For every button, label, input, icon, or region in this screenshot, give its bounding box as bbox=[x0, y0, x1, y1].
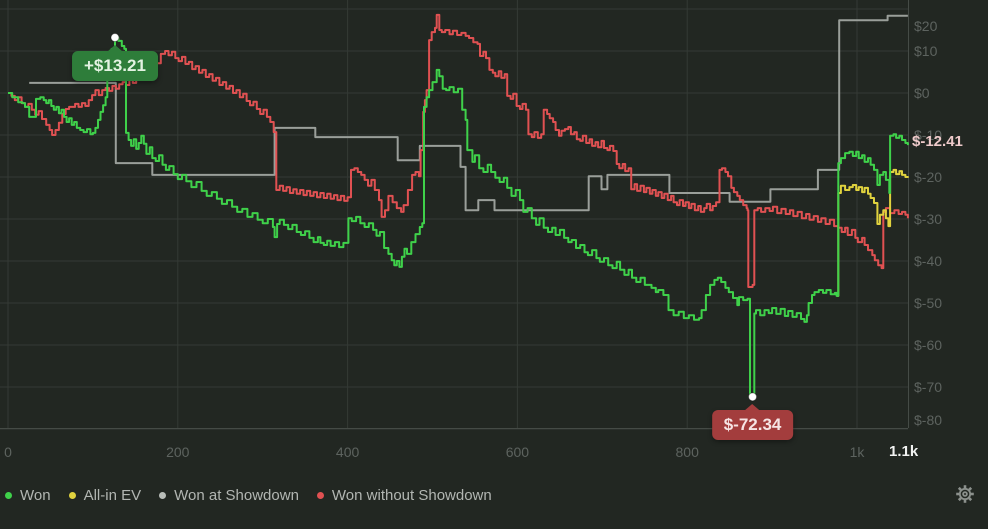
legend-item-won[interactable]: Won bbox=[5, 487, 51, 504]
won-series-dot-icon bbox=[5, 491, 12, 499]
legend-item-all-in-ev[interactable]: All-in EV bbox=[68, 486, 142, 504]
won-without-showdown-series-dot-icon bbox=[316, 491, 324, 499]
series-line-won-without-showdown bbox=[8, 13, 909, 288]
value-tooltip: +$13.21 bbox=[72, 44, 158, 81]
y-tick-label: $-20 bbox=[914, 169, 942, 185]
marker-dot bbox=[110, 33, 120, 43]
y-tick-label: $10 bbox=[914, 43, 938, 59]
chart-plot-area[interactable]: $20 $10 $0 $-10 $-20 $-30 $-40 $-50 $-60 $-70 $-80… bbox=[0, 0, 988, 470]
y-tick-label: $-10 bbox=[914, 127, 942, 143]
series-line-all-in-ev bbox=[836, 168, 909, 297]
x-tick-label: 200 bbox=[166, 444, 190, 460]
tooltip-pointer-icon bbox=[745, 403, 760, 410]
y-tick-label: $-60 bbox=[914, 337, 942, 353]
total-hands-label: 1.1k bbox=[889, 443, 919, 460]
y-tick-label: $-30 bbox=[914, 211, 942, 227]
y-tick-label: $-70 bbox=[914, 379, 942, 395]
value-tooltip: $-72.34 bbox=[711, 403, 794, 440]
chart-legend: Won All-in EV Won at Showdown Won withou… bbox=[5, 485, 492, 505]
legend-label-won-without-showdown: Won without Showdown bbox=[331, 486, 492, 504]
series-line-won bbox=[8, 36, 909, 398]
marker-dot bbox=[748, 392, 758, 402]
y-tick-label: $0 bbox=[914, 85, 930, 101]
legend-label-all-in-ev: All-in EV bbox=[83, 486, 142, 504]
y-tick-label: $20 bbox=[914, 18, 938, 34]
series-line-won-at-showdown bbox=[29, 14, 908, 212]
legend-item-won-without-showdown[interactable]: Won without Showdown bbox=[316, 486, 492, 504]
x-tick-label: 600 bbox=[506, 444, 530, 460]
won-at-showdown-series-dot-icon bbox=[159, 491, 167, 499]
x-tick-label: 0 bbox=[4, 444, 12, 460]
legend-label-won: Won bbox=[20, 486, 51, 504]
y-tick-label: $-80 bbox=[914, 412, 942, 428]
y-tick-label: $-40 bbox=[914, 253, 942, 269]
y-tick-label: $-50 bbox=[914, 295, 942, 311]
gear-icon[interactable] bbox=[953, 482, 977, 506]
x-tick-label: 400 bbox=[336, 444, 360, 460]
x-tick-label: 1k bbox=[850, 444, 866, 460]
current-value-label: $-12.41 bbox=[912, 133, 963, 150]
legend-label-won-at-showdown: Won at Showdown bbox=[174, 486, 299, 504]
all-in-ev-series-dot-icon bbox=[68, 491, 76, 499]
tooltip-pointer-icon bbox=[107, 44, 122, 51]
x-tick-label: 800 bbox=[676, 444, 700, 460]
legend-item-won-at-showdown[interactable]: Won at Showdown bbox=[159, 487, 299, 504]
